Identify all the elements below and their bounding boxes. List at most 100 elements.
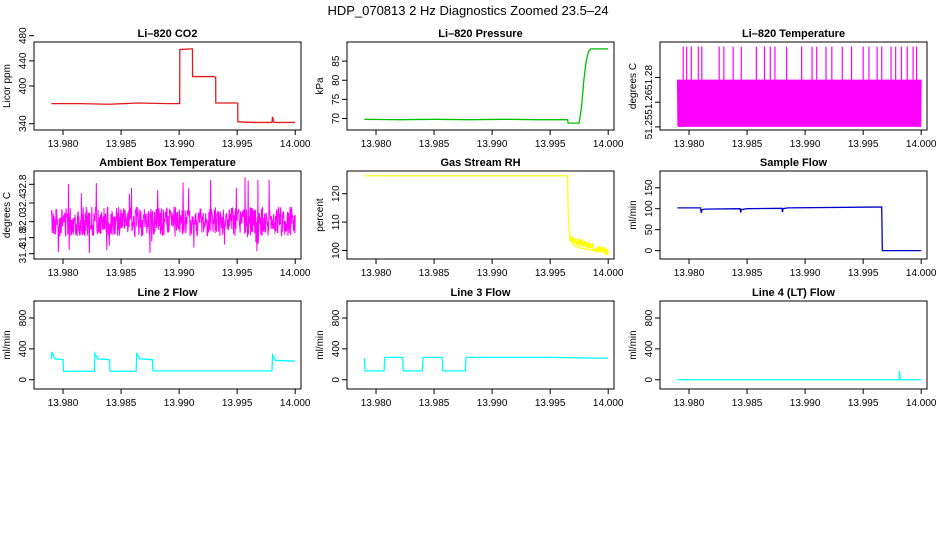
x-tick-label: 13.995 [222, 139, 253, 150]
y-tick-label: 480 [18, 27, 29, 44]
panel-title: Ambient Box Temperature [99, 157, 236, 169]
x-tick-label: 13.990 [477, 398, 508, 409]
panel-title: Li–820 Pressure [438, 28, 522, 40]
x-tick-label: 13.980 [48, 268, 79, 279]
x-tick-label: 14.000 [280, 398, 311, 409]
x-tick-label: 13.995 [535, 268, 566, 279]
y-tick-label: 0 [644, 377, 655, 383]
y-tick-label: 32.0 [18, 211, 29, 231]
x-tick-label: 13.995 [535, 139, 566, 150]
x-tick-label: 13.985 [419, 398, 450, 409]
y-tick-label: 31.4 [18, 243, 29, 263]
x-tick-label: 13.995 [848, 139, 879, 150]
y-tick-label: 0 [331, 377, 342, 383]
x-tick-label: 13.990 [164, 139, 195, 150]
y-tick-label: 100 [331, 242, 342, 259]
plot-frame [659, 170, 928, 260]
y-tick-label: 400 [18, 77, 29, 94]
x-tick-label: 13.985 [419, 268, 450, 279]
y-tick-label: 800 [644, 309, 655, 326]
x-tick-label: 13.980 [361, 139, 392, 150]
x-tick-label: 13.980 [48, 139, 79, 150]
y-axis-label: percent [315, 198, 326, 232]
panel-1: Li–820 Pressure 13.980 13.985 13.990 13.995 1… [315, 28, 624, 150]
x-tick-label: 13.985 [732, 268, 763, 279]
x-tick-label: 13.990 [790, 268, 821, 279]
y-axis-label: ml/min [628, 330, 639, 359]
series-line [677, 371, 922, 381]
panel-title: Line 4 (LT) Flow [752, 287, 835, 299]
panel-title: Sample Flow [760, 157, 828, 169]
y-tick-label: 50 [644, 224, 655, 236]
y-tick-label: 100 [644, 200, 655, 217]
y-tick-label: 440 [18, 52, 29, 69]
series-noise [569, 236, 609, 256]
x-tick-label: 13.995 [848, 268, 879, 279]
figure-title: HDP_070813 2 Hz Diagnostics Zoomed 23.5–… [327, 3, 608, 18]
plot-frame [659, 41, 928, 131]
y-tick-label: 400 [644, 340, 655, 357]
y-tick-label: 85 [331, 55, 342, 67]
x-tick-label: 13.980 [361, 398, 392, 409]
series-line [50, 177, 296, 254]
y-axis-label: Licor ppm [2, 64, 13, 108]
x-tick-label: 13.995 [535, 398, 566, 409]
y-tick-label: 70 [331, 113, 342, 125]
y-axis-label: ml/min [628, 200, 639, 229]
series-line [51, 48, 296, 124]
panel-3: Ambient Box Temperature 13.980 13.985 13.99… [2, 157, 311, 279]
x-tick-label: 13.980 [674, 398, 705, 409]
y-tick-label: 400 [18, 340, 29, 357]
series-line [364, 175, 609, 253]
series-line [363, 356, 609, 372]
x-tick-label: 13.990 [477, 139, 508, 150]
x-tick-label: 13.990 [790, 398, 821, 409]
y-axis-label: kPa [315, 77, 326, 95]
x-tick-label: 13.985 [106, 268, 137, 279]
panel-title: Li–820 CO2 [138, 28, 198, 40]
y-tick-label: 31.8 [18, 227, 29, 247]
y-tick-label: 75 [331, 93, 342, 105]
panel-title: Line 2 Flow [138, 287, 198, 299]
y-tick-label: 0 [18, 377, 29, 383]
x-tick-label: 13.980 [361, 268, 392, 279]
x-tick-label: 14.000 [280, 139, 311, 150]
panel-7: Line 3 Flow 13.980 13.985 13.990 13.995 14.00… [315, 287, 624, 409]
y-tick-label: 0 [644, 247, 655, 253]
series-line [677, 206, 922, 252]
y-tick-label: 110 [331, 214, 342, 230]
x-tick-label: 14.000 [593, 268, 624, 279]
y-tick-label: 800 [18, 309, 29, 326]
x-tick-label: 13.990 [164, 268, 195, 279]
x-tick-label: 13.985 [732, 398, 763, 409]
y-tick-label: 340 [18, 115, 29, 132]
panel-0: Li–820 CO2 13.980 13.985 13.990 13.995 14.000… [2, 27, 311, 150]
plot-frame [659, 300, 928, 390]
y-tick-label: 32.4 [18, 193, 29, 213]
x-tick-label: 14.000 [280, 268, 311, 279]
x-tick-label: 13.985 [732, 139, 763, 150]
x-tick-label: 14.000 [906, 398, 936, 409]
series-line [50, 351, 296, 372]
plot-frame [33, 170, 302, 260]
plot-frame [33, 41, 302, 131]
y-axis-label: degrees C [628, 63, 639, 109]
y-axis-label: ml/min [2, 330, 13, 359]
plot-frame [346, 170, 615, 260]
y-tick-label: 120 [331, 185, 342, 202]
y-tick-label: 51.25 [644, 114, 655, 139]
series-line [364, 48, 609, 124]
panel-5: Sample Flow 13.980 13.985 13.990 13.995 14.00… [628, 157, 936, 279]
x-tick-label: 14.000 [593, 398, 624, 409]
y-tick-label: 80 [331, 74, 342, 86]
x-tick-label: 13.990 [164, 398, 195, 409]
plot-frame [33, 300, 302, 390]
plot-frame [346, 41, 615, 131]
y-tick-label: 150 [644, 179, 655, 196]
panel-title: Gas Stream RH [440, 157, 520, 169]
x-tick-label: 13.980 [48, 398, 79, 409]
series-line [676, 79, 922, 127]
panel-2: Li–820 Temperature 13.980 13.985 13.990 13.9… [628, 28, 936, 150]
x-tick-label: 14.000 [906, 268, 936, 279]
